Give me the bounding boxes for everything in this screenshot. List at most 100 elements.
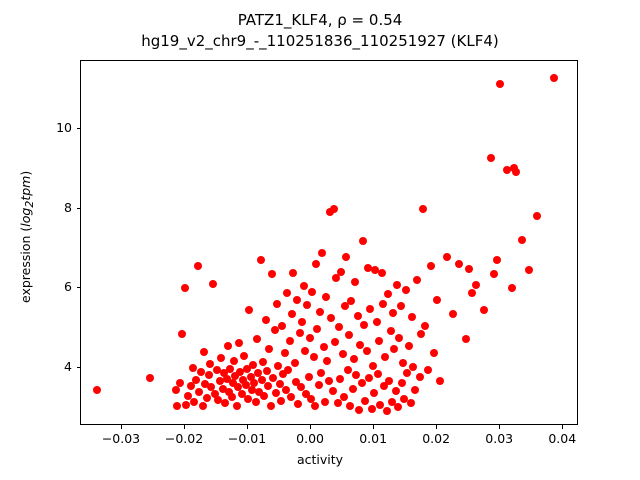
data-point <box>236 368 245 377</box>
data-point <box>344 331 353 340</box>
data-point <box>242 364 251 373</box>
data-point <box>304 372 313 381</box>
data-point <box>175 379 184 388</box>
data-point <box>417 330 426 339</box>
x-tick-label: 0.02 <box>422 431 451 446</box>
data-point <box>221 399 230 408</box>
data-point <box>390 345 399 353</box>
y-tick-mark <box>76 287 80 289</box>
data-point <box>352 371 361 380</box>
x-tick-label: 0.00 <box>296 431 324 446</box>
data-point <box>383 290 392 299</box>
data-point <box>289 269 298 278</box>
data-point <box>392 281 401 290</box>
data-point <box>275 380 284 389</box>
data-point <box>302 390 311 399</box>
data-point <box>486 153 495 162</box>
data-point <box>284 366 293 375</box>
data-point <box>193 262 202 271</box>
data-point <box>225 388 234 397</box>
data-point <box>194 388 203 397</box>
data-point <box>241 380 250 389</box>
data-point <box>433 295 442 304</box>
data-point <box>448 310 457 319</box>
data-point <box>198 402 207 411</box>
x-tick-mark <box>436 425 438 429</box>
data-point <box>411 386 420 395</box>
data-point <box>389 309 398 318</box>
data-point <box>402 368 411 377</box>
data-point <box>259 358 268 367</box>
data-point <box>518 235 527 244</box>
data-point <box>353 311 362 320</box>
data-point <box>362 347 371 356</box>
data-point <box>294 400 303 409</box>
data-point <box>326 207 334 216</box>
data-point <box>360 321 369 330</box>
data-point <box>368 362 377 371</box>
data-point <box>173 402 182 411</box>
x-tick-label: 0.03 <box>485 431 514 446</box>
data-point <box>351 278 360 287</box>
data-point <box>394 403 403 412</box>
data-point <box>343 366 352 375</box>
data-point <box>430 349 438 357</box>
data-point <box>299 282 308 291</box>
data-point <box>401 286 410 295</box>
data-point <box>324 376 333 385</box>
data-point <box>472 281 481 290</box>
y-axis-label-suffix: ) <box>18 170 34 176</box>
data-point <box>247 386 256 395</box>
data-point <box>464 265 473 274</box>
data-point <box>322 293 331 302</box>
data-point <box>300 347 309 356</box>
data-point <box>240 352 249 361</box>
data-point <box>339 392 348 401</box>
data-point <box>467 289 476 298</box>
data-point <box>309 352 318 361</box>
data-point <box>249 360 258 369</box>
data-point <box>271 388 280 397</box>
data-point <box>297 383 305 392</box>
data-point <box>380 382 389 391</box>
data-point <box>367 404 376 413</box>
data-point <box>329 205 338 214</box>
data-point <box>201 380 210 389</box>
data-point <box>332 274 341 283</box>
data-point <box>507 283 516 292</box>
data-point <box>436 376 445 385</box>
data-point <box>375 337 384 346</box>
data-point <box>204 371 213 380</box>
data-point <box>291 378 300 387</box>
data-point <box>348 384 357 393</box>
data-point <box>244 395 253 404</box>
data-point <box>213 396 222 405</box>
y-tick-mark <box>76 127 80 129</box>
data-point <box>192 376 201 385</box>
chart-title-subtitle: hg19_v2_chr9_-_110251836_110251927 (KLF4… <box>141 32 499 50</box>
y-tick-mark <box>76 207 80 209</box>
data-point <box>356 341 365 350</box>
data-point <box>455 259 464 268</box>
data-point <box>260 392 269 401</box>
x-axis-label: activity <box>296 452 344 467</box>
y-tick-label: 4 <box>64 359 72 375</box>
data-point <box>323 356 332 365</box>
data-point <box>532 211 541 220</box>
x-tick-label: −0.03 <box>101 431 141 446</box>
data-point <box>227 392 236 401</box>
y-tick-label: 8 <box>64 199 72 215</box>
data-point <box>231 372 240 381</box>
data-point <box>303 301 312 310</box>
data-point <box>358 237 367 246</box>
data-point <box>333 399 342 408</box>
data-point <box>370 388 379 397</box>
data-point <box>480 306 489 315</box>
data-point <box>355 406 363 415</box>
data-point <box>338 350 347 359</box>
data-point <box>252 335 261 344</box>
data-point <box>209 280 218 289</box>
data-point <box>493 255 502 264</box>
data-point <box>376 400 385 409</box>
